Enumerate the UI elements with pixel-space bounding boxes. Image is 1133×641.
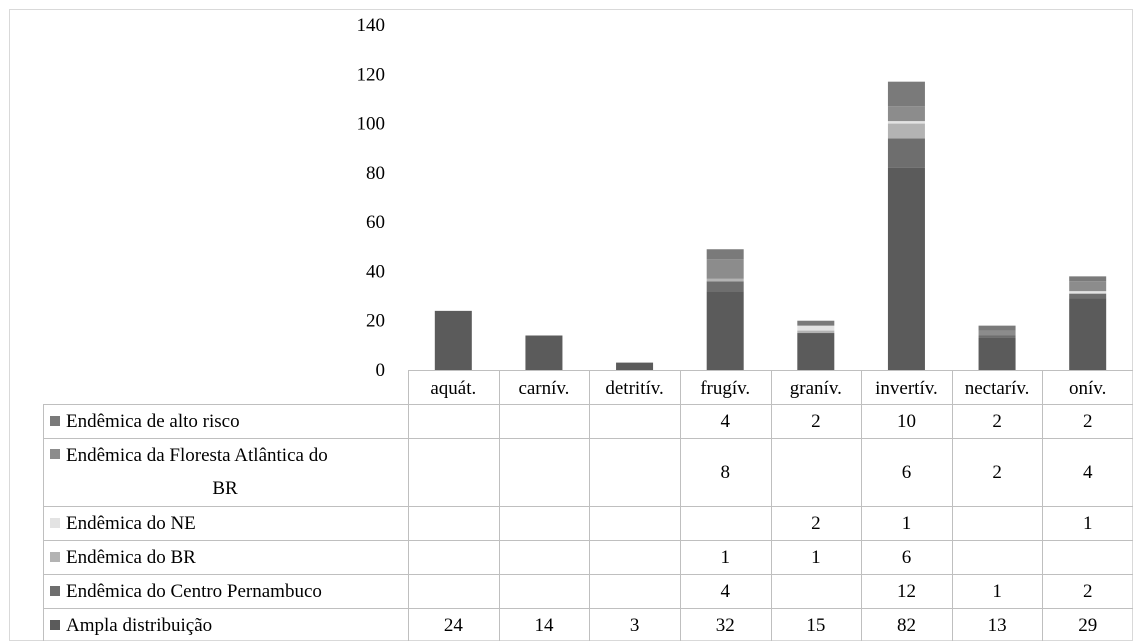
bar-segment-endemica-do-centro-pernambuco-oniv — [1069, 293, 1107, 299]
cell-value-endemica-de-alto-risco-invertiv: 10 — [897, 411, 916, 432]
bar-segment-ampla-distribuicao-aquat — [434, 310, 472, 370]
cell-value-ampla-distribuicao-detritiv: 3 — [630, 615, 640, 636]
cell-value-endemica-do-ne-graniv: 2 — [811, 513, 821, 534]
bar-segment-endemica-de-alto-risco-graniv — [797, 320, 835, 326]
legend-key-endemica-do-centro-pernambuco — [50, 586, 60, 596]
category-label-aquat: aquát. — [430, 378, 476, 399]
bar-segment-endemica-de-alto-risco-invertiv — [887, 81, 925, 107]
bar-segment-endemica-do-centro-pernambuco-frugiv — [706, 281, 744, 292]
bar-segment-endemica-de-alto-risco-frugiv — [706, 249, 744, 260]
cell-value-endemica-do-br-graniv: 1 — [811, 547, 821, 568]
row-label-endemica-da-floresta-atlantica-do-br-line2: BR — [212, 478, 238, 499]
category-label-invertiv: invertív. — [875, 378, 938, 399]
bar-segment-ampla-distribuicao-nectariv — [978, 337, 1016, 370]
bar-segment-endemica-da-floresta-atlantica-do-br-oniv — [1069, 281, 1107, 292]
bar-segment-ampla-distribuicao-frugiv — [706, 291, 744, 370]
bar-segment-endemica-do-centro-pernambuco-invertiv — [887, 138, 925, 168]
cell-value-endemica-do-centro-pernambuco-frugiv: 4 — [720, 581, 730, 602]
legend-key-endemica-do-br — [50, 552, 60, 562]
category-label-carniv: carnív. — [518, 378, 569, 399]
y-axis: 0 20 40 60 80 100 120 140 — [357, 15, 386, 381]
cell-value-endemica-de-alto-risco-frugiv: 4 — [720, 411, 730, 432]
category-label-nectariv: nectarív. — [965, 378, 1030, 399]
row-label-endemica-do-ne: Endêmica do NE — [66, 513, 196, 534]
cell-value-ampla-distribuicao-graniv: 15 — [806, 615, 825, 636]
bar-segment-endemica-do-ne-graniv — [797, 325, 835, 331]
bar-segment-ampla-distribuicao-oniv — [1069, 298, 1107, 370]
bars-layer — [434, 81, 1107, 370]
cell-value-endemica-do-centro-pernambuco-invertiv: 12 — [897, 581, 916, 602]
y-tick-label: 120 — [357, 64, 386, 85]
cell-value-ampla-distribuicao-oniv: 29 — [1078, 615, 1097, 636]
cell-value-endemica-do-ne-oniv: 1 — [1083, 513, 1093, 534]
row-label-endemica-do-centro-pernambuco: Endêmica do Centro Pernambuco — [66, 581, 322, 602]
cell-value-endemica-do-ne-invertiv: 1 — [902, 513, 912, 534]
row-label-endemica-da-floresta-atlantica-do-br-line1: Endêmica da Floresta Atlântica do — [66, 445, 328, 466]
row-label-endemica-de-alto-risco: Endêmica de alto risco — [66, 411, 240, 432]
bar-segment-endemica-de-alto-risco-nectariv — [978, 325, 1016, 331]
cell-value-ampla-distribuicao-carniv: 14 — [534, 615, 554, 636]
data-table: aquát. carnív. detritív. frugív. granív. inve… — [43, 370, 1133, 641]
cell-value-endemica-de-alto-risco-oniv: 2 — [1083, 411, 1093, 432]
bar-segment-endemica-da-floresta-atlantica-do-br-invertiv — [887, 106, 925, 122]
y-tick-label: 0 — [376, 360, 386, 381]
bar-segment-ampla-distribuicao-graniv — [797, 333, 835, 370]
cell-value-endemica-do-centro-pernambuco-nectariv: 1 — [992, 581, 1002, 602]
bar-segment-endemica-do-br-frugiv — [706, 278, 744, 282]
bar-segment-endemica-do-br-invertiv — [887, 123, 925, 139]
cell-value-ampla-distribuicao-nectariv: 13 — [988, 615, 1007, 636]
legend-key-endemica-de-alto-risco — [50, 416, 60, 426]
bar-segment-endemica-da-floresta-atlantica-do-br-nectariv — [978, 330, 1016, 336]
cell-value-endemica-da-floresta-atlantica-do-br-nectariv: 2 — [992, 462, 1002, 483]
chart-frame — [9, 9, 1133, 641]
row-label-ampla-distribuicao: Ampla distribuição — [66, 615, 212, 636]
cell-value-ampla-distribuicao-invertiv: 82 — [897, 615, 916, 636]
bar-segment-endemica-do-ne-oniv — [1069, 291, 1107, 294]
category-label-frugiv: frugív. — [700, 378, 750, 399]
bar-segment-ampla-distribuicao-invertiv — [887, 167, 925, 370]
bar-segment-endemica-do-centro-pernambuco-nectariv — [978, 335, 1016, 338]
bar-segment-ampla-distribuicao-detritiv — [616, 362, 654, 370]
row-label-endemica-do-br: Endêmica do BR — [66, 547, 196, 568]
cell-value-ampla-distribuicao-frugiv: 32 — [716, 615, 735, 636]
legend-key-endemica-da-floresta-atlantica-do-br — [50, 449, 60, 459]
y-tick-label: 20 — [366, 311, 385, 332]
cell-value-endemica-do-br-invertiv: 6 — [902, 547, 912, 568]
y-tick-label: 80 — [366, 163, 385, 184]
cell-value-endemica-do-br-frugiv: 1 — [720, 547, 730, 568]
bar-segment-endemica-de-alto-risco-oniv — [1069, 276, 1107, 282]
cell-value-ampla-distribuicao-aquat: 24 — [444, 615, 464, 636]
category-label-graniv: granív. — [790, 378, 842, 399]
y-tick-label: 60 — [366, 212, 385, 233]
bar-segment-endemica-da-floresta-atlantica-do-br-frugiv — [706, 259, 744, 279]
cell-value-endemica-de-alto-risco-nectariv: 2 — [992, 411, 1002, 432]
y-tick-label: 140 — [357, 15, 386, 36]
cell-value-endemica-da-floresta-atlantica-do-br-invertiv: 6 — [902, 462, 912, 483]
cell-value-endemica-da-floresta-atlantica-do-br-oniv: 4 — [1083, 462, 1093, 483]
y-tick-label: 40 — [366, 261, 385, 282]
bar-segment-endemica-do-br-graniv — [797, 330, 835, 334]
bar-segment-endemica-do-ne-invertiv — [887, 121, 925, 124]
bar-segment-ampla-distribuicao-carniv — [525, 335, 563, 370]
category-label-oniv: onív. — [1069, 378, 1106, 399]
y-tick-label: 100 — [357, 114, 386, 135]
cell-value-endemica-do-centro-pernambuco-oniv: 2 — [1083, 581, 1093, 602]
legend-key-endemica-do-ne — [50, 518, 60, 528]
category-label-detritiv: detritív. — [605, 378, 663, 399]
cell-value-endemica-da-floresta-atlantica-do-br-frugiv: 8 — [720, 462, 730, 483]
legend-key-ampla-distribuicao — [50, 620, 60, 630]
cell-value-endemica-de-alto-risco-graniv: 2 — [811, 411, 821, 432]
